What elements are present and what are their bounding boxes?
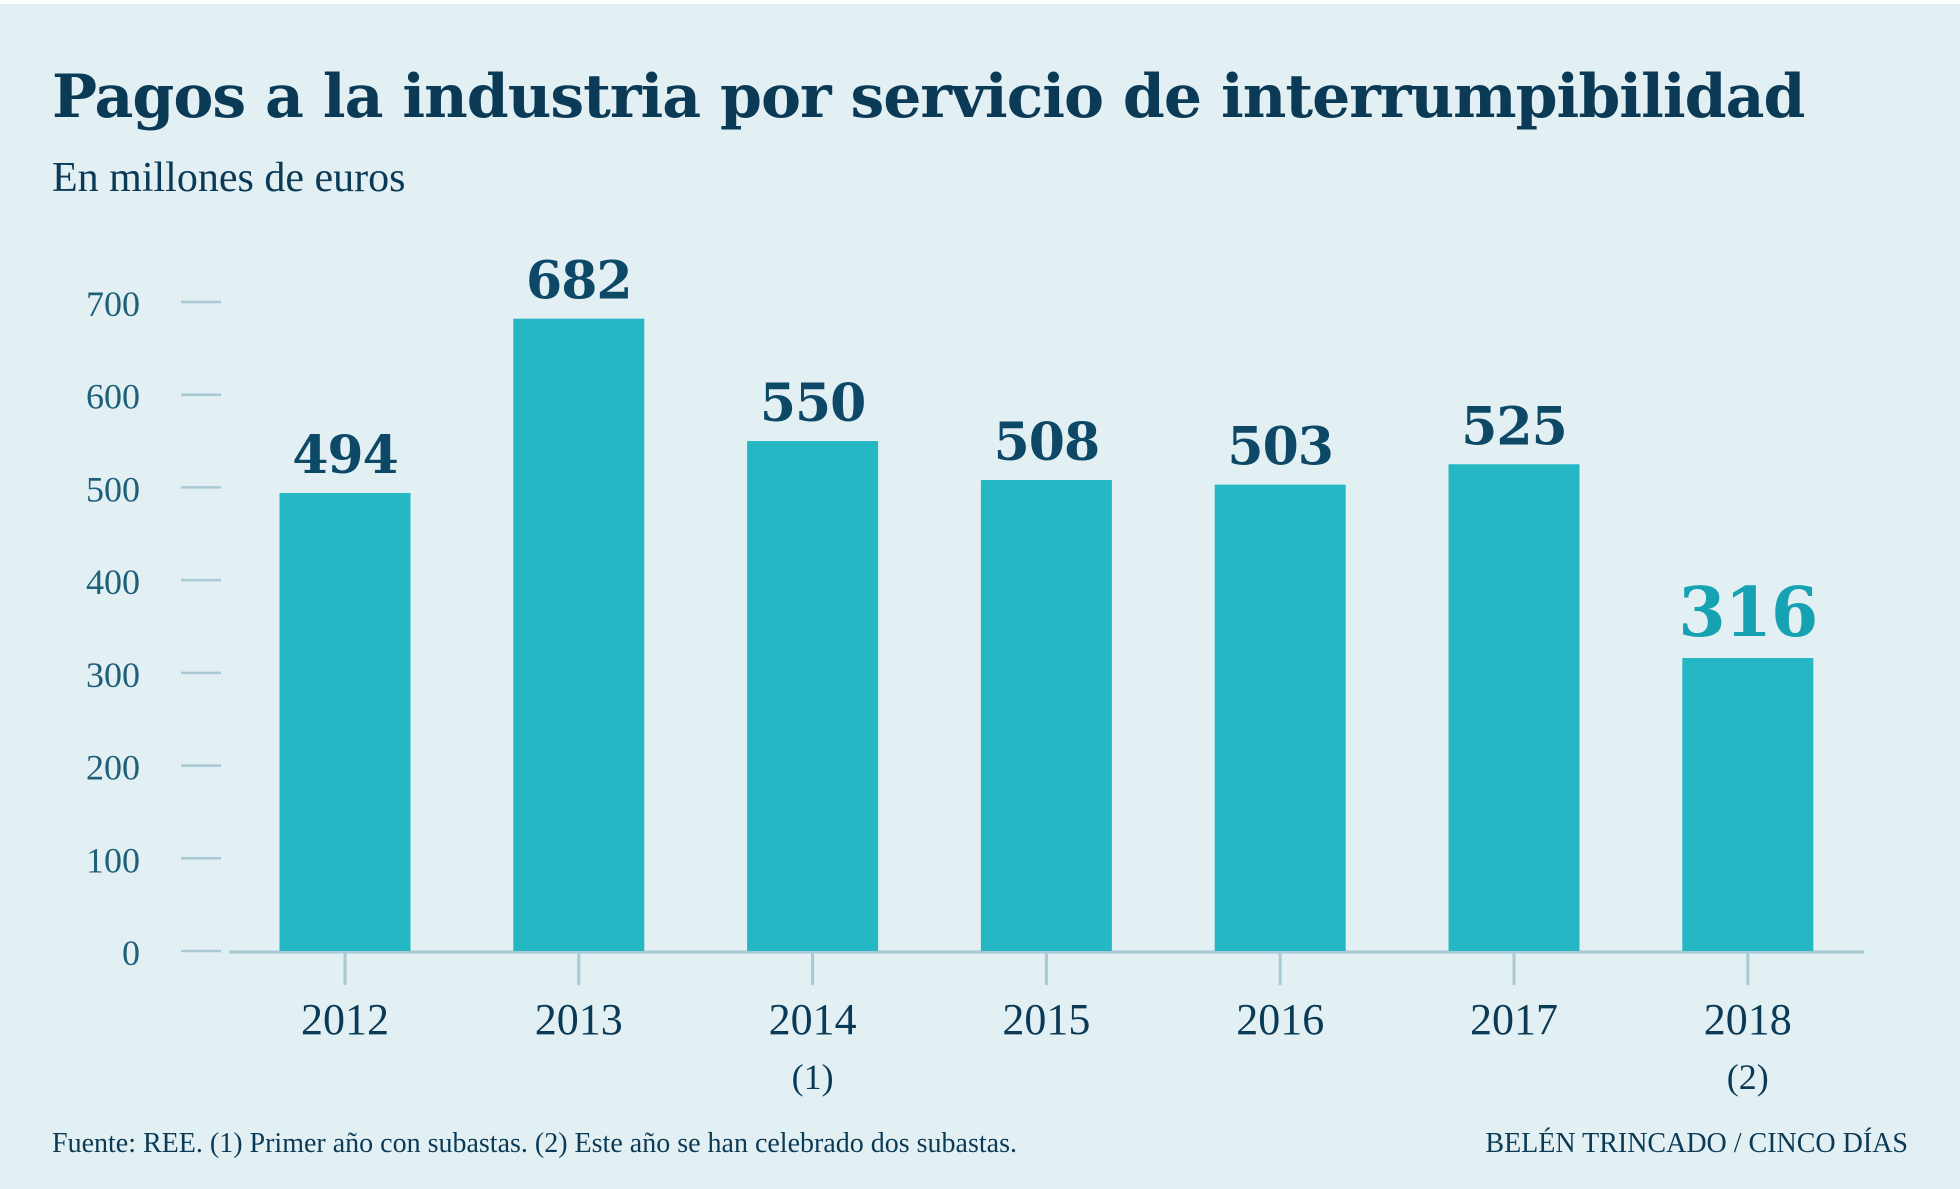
x-tick-label: 2016 bbox=[1236, 995, 1324, 1044]
y-tick-label: 0 bbox=[122, 933, 140, 973]
y-tick-label: 700 bbox=[86, 284, 140, 324]
x-tick-note: (1) bbox=[792, 1057, 834, 1097]
x-tick-label: 2018 bbox=[1704, 995, 1792, 1044]
bar-2013 bbox=[513, 318, 645, 951]
data-label: 508 bbox=[994, 412, 1100, 473]
source-note: Fuente: REE. (1) Primer año con subastas… bbox=[52, 1128, 1017, 1159]
data-label: 316 bbox=[1678, 573, 1817, 653]
data-label: 682 bbox=[526, 251, 632, 312]
data-label: 550 bbox=[760, 373, 866, 434]
y-tick-label: 100 bbox=[86, 840, 140, 880]
data-label: 494 bbox=[292, 425, 398, 486]
chart-title: Pagos a la industria por servicio de int… bbox=[52, 62, 1805, 132]
y-tick-label: 500 bbox=[86, 469, 140, 509]
chart-subtitle: En millones de euros bbox=[52, 155, 406, 201]
y-tick-label: 400 bbox=[86, 562, 140, 602]
bar-2018 bbox=[1682, 658, 1814, 951]
bar-2016 bbox=[1214, 484, 1346, 951]
y-tick-label: 300 bbox=[86, 655, 140, 695]
data-label: 503 bbox=[1227, 417, 1333, 478]
credit: BELÉN TRINCADO / CINCO DÍAS bbox=[1485, 1128, 1908, 1159]
x-tick-label: 2013 bbox=[535, 995, 623, 1044]
x-tick-label: 2017 bbox=[1470, 995, 1558, 1044]
data-label: 525 bbox=[1461, 396, 1567, 457]
x-tick-note: (2) bbox=[1727, 1057, 1769, 1097]
bar-2017 bbox=[1448, 464, 1580, 951]
x-tick-label: 2012 bbox=[301, 995, 389, 1044]
y-tick-label: 600 bbox=[86, 377, 140, 417]
y-tick-label: 200 bbox=[86, 748, 140, 788]
bar-2012 bbox=[279, 492, 411, 951]
x-tick-label: 2015 bbox=[1002, 995, 1090, 1044]
x-tick-label: 2014 bbox=[769, 995, 857, 1044]
bar-2015 bbox=[980, 480, 1112, 951]
bar-2014 bbox=[747, 441, 879, 951]
